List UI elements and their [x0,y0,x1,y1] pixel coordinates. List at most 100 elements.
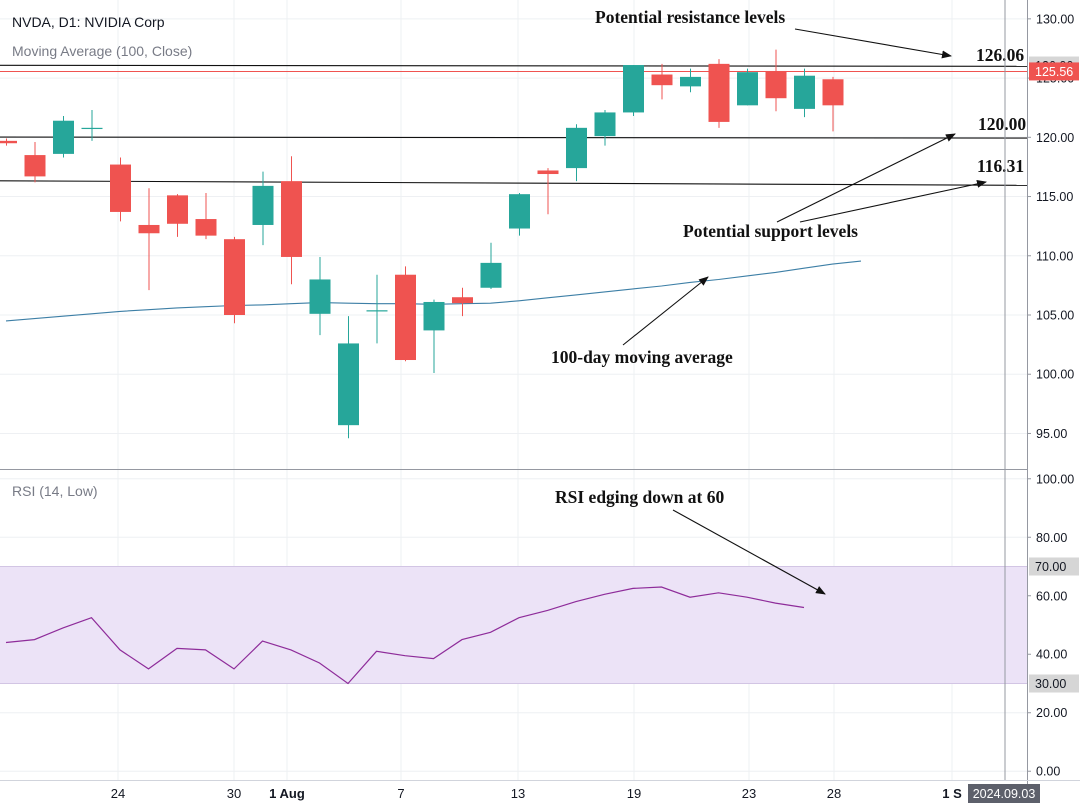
candle-body [566,127,587,169]
time-tick-label: 1 Aug [269,786,305,801]
resistance-annotation: Potential resistance levels [595,7,785,27]
candle-body [252,185,274,225]
candle [651,63,673,100]
candle [309,256,331,336]
candle-body [594,112,616,137]
candle-body [195,219,217,236]
candle-body [623,65,644,113]
rsi-tick-label: 80.00 [1036,531,1067,545]
candle [0,138,17,146]
candle [452,287,473,317]
candle-body [281,181,302,257]
date-badge [968,784,1040,803]
time-tick-label: 7 [397,786,404,801]
time-tick-label: 13 [511,786,525,801]
candle [680,68,701,93]
rsi-tick-label: 0.00 [1036,765,1060,779]
support-annotation: Potential support levels [683,221,858,241]
rsi-annotation: RSI edging down at 60 [555,487,724,507]
rsi-tick-label: 60.00 [1036,589,1067,603]
candle-body [338,343,359,426]
moving-average-label: Moving Average (100, Close) [12,43,192,59]
time-tick-label: 28 [827,786,841,801]
current-price-badge [1029,62,1079,81]
candle-body [0,140,17,144]
candle-body [138,224,160,234]
price-tick-label: 95.00 [1036,427,1067,441]
candle-body [452,297,473,304]
moving-average-annotation: 100-day moving average [551,347,733,367]
candle-body [480,262,502,288]
candle-body [224,239,245,315]
time-tick-label: 30 [227,786,241,801]
candle [110,157,131,222]
time-tick-label: 19 [627,786,641,801]
resistance-arrow [794,28,952,59]
support-arrow-lower [799,179,987,223]
candle [224,236,245,324]
level-label-126-06: 126.06 [976,45,1024,65]
price-axis: 130.00125.00120.00115.00110.00105.00100.… [111,12,1079,803]
candle [737,68,758,106]
level-line-120.00 [0,136,1028,139]
level-line-116.31 [0,180,1028,186]
price-tick-label: 110.00 [1036,249,1073,263]
price-tick-label: 130.00 [1036,12,1074,26]
candle-body [24,155,46,177]
time-tick-label: 23 [742,786,756,801]
candle [281,156,302,285]
level-line-126.06 [0,64,1028,67]
rsi-line [5,586,805,685]
candle [167,194,188,237]
candle [794,68,815,118]
price-tick-label: 115.00 [1036,190,1073,204]
price-tick-label: 100.00 [1036,368,1074,382]
candle-body [794,75,815,109]
candle-body [822,79,844,106]
candle [708,59,730,128]
date-badge-text: 2024.09.03 [973,787,1036,801]
symbol-title: NVDA, D1: NVIDIA Corp [12,14,165,30]
candle-body [537,170,559,175]
candle [480,242,502,289]
candle [594,110,616,146]
candle [366,274,388,344]
level-label-120-00: 120.00 [978,114,1026,134]
candle-body [309,279,331,314]
candle-body [680,76,701,87]
support-arrow-upper [776,133,956,223]
candle-body [423,301,445,331]
rsi-lower-band-badge-text: 30.00 [1035,677,1066,691]
price-tick-label: 120.00 [1036,131,1074,145]
candles [0,49,844,439]
candle [822,76,844,132]
candle-body [366,310,388,312]
candle-body [167,195,188,224]
horizontal-levels [0,64,1028,186]
current-price-badge-text: 125.56 [1035,65,1073,79]
level-label-116-31: 116.31 [977,156,1024,176]
candle [252,171,274,246]
time-tick-label: 24 [111,786,125,801]
rsi-label: RSI (14, Low) [12,483,98,499]
rsi-arrow [672,509,826,595]
candle-body [509,194,530,229]
rsi-overbought-oversold-band [0,566,1027,684]
candle [338,316,359,439]
candle-body [81,127,103,130]
moving-average-arrow [622,276,709,346]
candle-body [651,74,673,86]
candle [24,142,46,183]
time-tick-label: 1 S [942,786,962,801]
candle-body [53,120,74,154]
rsi-upper-band-badge-text: 70.00 [1035,560,1066,574]
rsi-lower-band-badge [1029,674,1079,693]
candle-body [765,70,787,99]
candle [566,124,587,182]
candle-body [708,63,730,122]
rsi-tick-label: 100.00 [1036,472,1074,486]
price-tick-label: 105.00 [1036,309,1074,323]
candle [765,49,787,112]
candle [195,192,217,240]
